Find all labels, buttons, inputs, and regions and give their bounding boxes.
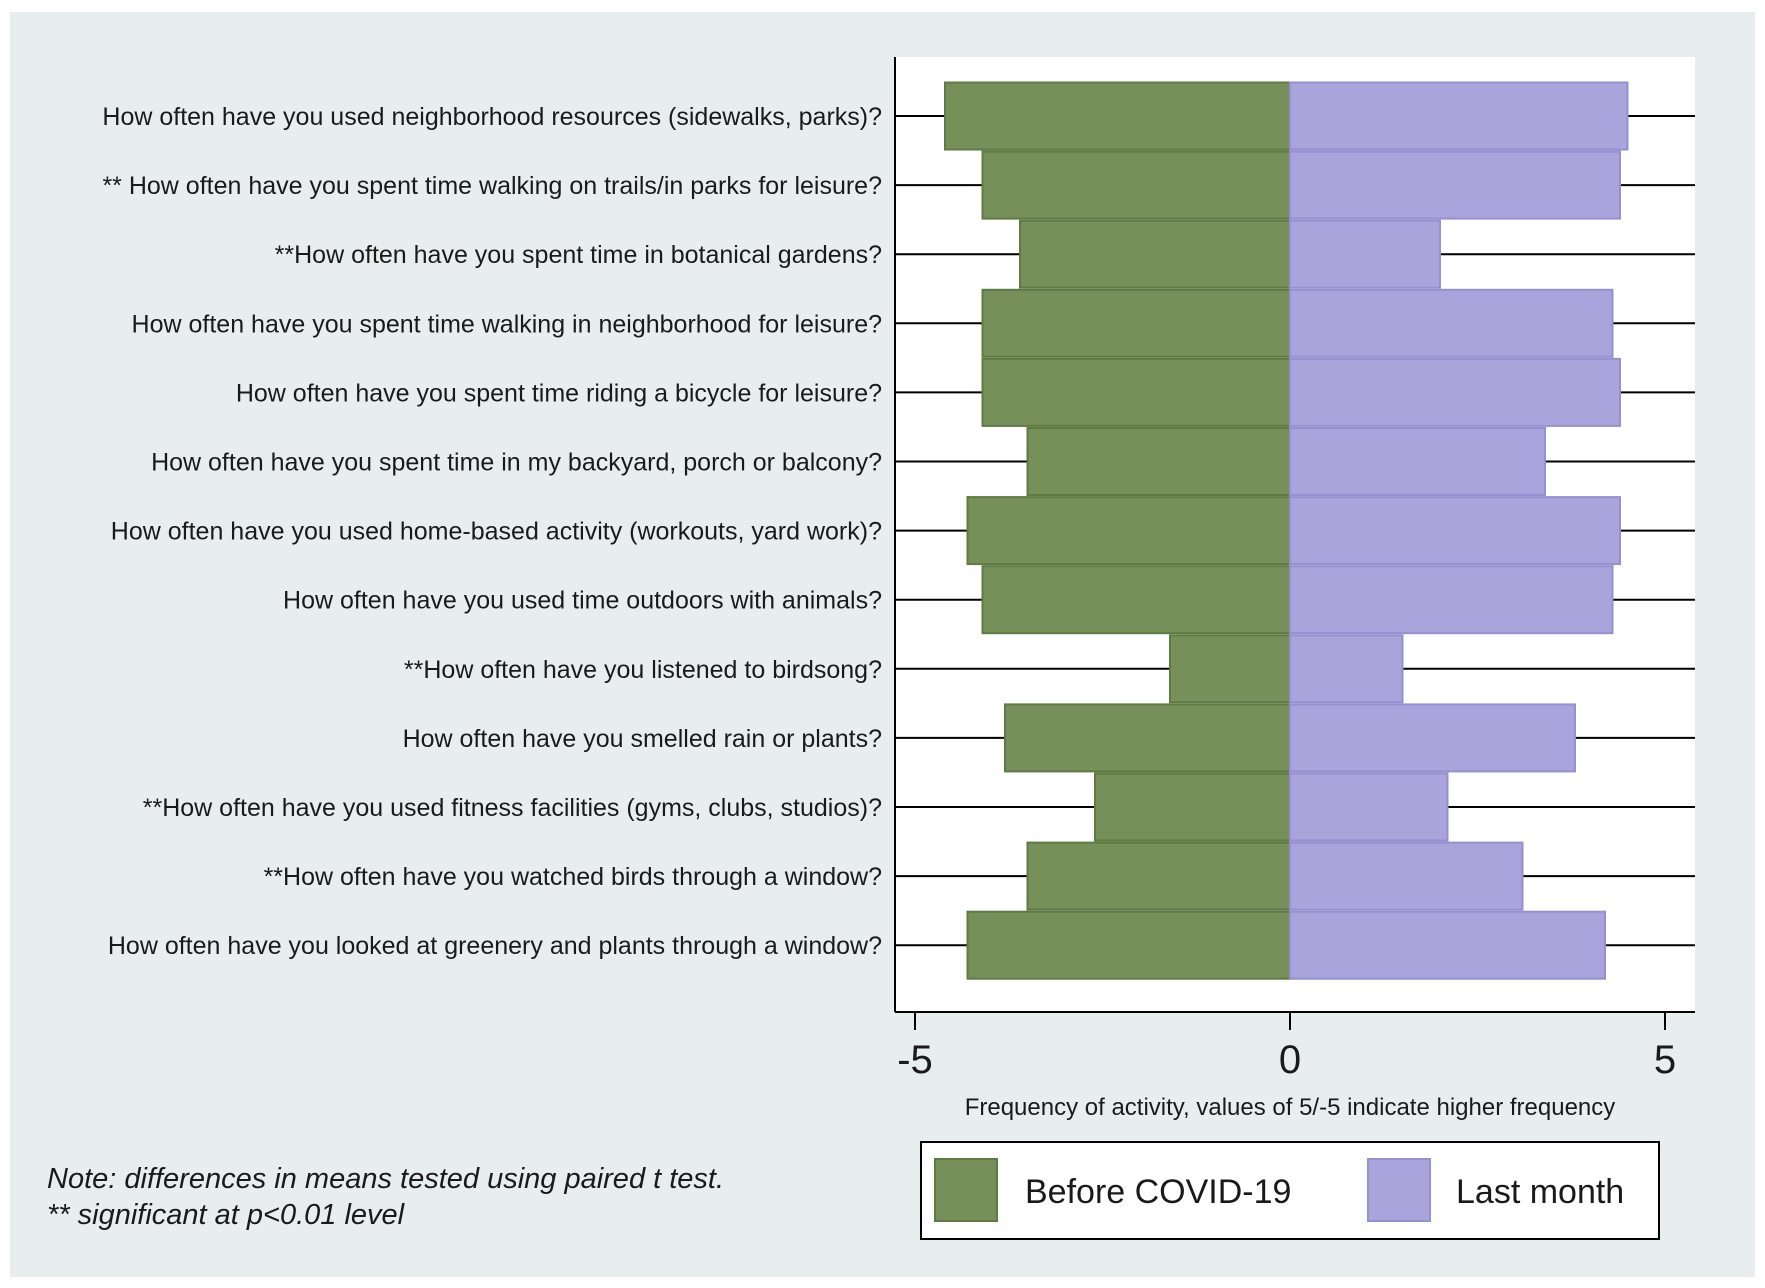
bar-before-covid bbox=[966, 496, 1291, 566]
x-ticks: -5 0 5 bbox=[897, 1012, 1676, 1082]
category-label: How often have you smelled rain or plant… bbox=[403, 725, 882, 753]
bar-before-covid bbox=[981, 150, 1291, 220]
bar-before-covid bbox=[981, 288, 1291, 358]
bar-last-month bbox=[1289, 357, 1621, 427]
category-labels: How often have you used neighborhood res… bbox=[102, 103, 882, 960]
x-tick-label: -5 bbox=[897, 1038, 933, 1082]
bar-last-month bbox=[1289, 772, 1449, 842]
x-tick-label: 0 bbox=[1279, 1038, 1301, 1082]
category-label: **How often have you listened to birdson… bbox=[404, 656, 882, 684]
bar-last-month bbox=[1289, 703, 1576, 773]
note-line-1: Note: differences in means tested using … bbox=[47, 1163, 724, 1195]
bar-before-covid bbox=[981, 565, 1291, 635]
bars bbox=[944, 81, 1629, 980]
bar-last-month bbox=[1289, 565, 1614, 635]
bar-last-month bbox=[1289, 496, 1621, 566]
bar-last-month bbox=[1289, 81, 1629, 151]
category-label: **How often have you watched birds throu… bbox=[264, 863, 882, 891]
legend-box bbox=[920, 1141, 1660, 1240]
bar-last-month bbox=[1289, 288, 1614, 358]
bar-last-month bbox=[1289, 150, 1621, 220]
bar-before-covid bbox=[1026, 427, 1291, 496]
category-label: How often have you spent time in my back… bbox=[151, 449, 882, 477]
category-label: **How often have you spent time in botan… bbox=[275, 241, 882, 269]
category-label: How often have you used time outdoors wi… bbox=[283, 587, 882, 615]
bar-before-covid bbox=[1026, 841, 1291, 911]
category-label: How often have you looked at greenery an… bbox=[108, 932, 882, 960]
legend-swatch-before-covid bbox=[934, 1158, 998, 1222]
category-label: How often have you used home-based activ… bbox=[111, 518, 882, 546]
bar-before-covid bbox=[1169, 634, 1291, 704]
bar-before-covid bbox=[1019, 219, 1291, 289]
bar-before-covid bbox=[1004, 703, 1291, 773]
chart-figure: How often have you used neighborhood res… bbox=[10, 12, 1755, 1277]
category-label: How often have you spent time riding a b… bbox=[236, 379, 882, 407]
bar-last-month bbox=[1289, 634, 1404, 704]
x-tick-label: 5 bbox=[1654, 1038, 1676, 1082]
bar-last-month bbox=[1289, 910, 1606, 980]
bar-before-covid bbox=[981, 357, 1291, 427]
legend: Before COVID-19 Last month bbox=[920, 1141, 1660, 1240]
bar-before-covid bbox=[966, 910, 1291, 980]
category-label: ** How often have you spent time walking… bbox=[102, 172, 882, 200]
bar-last-month bbox=[1289, 219, 1441, 289]
bar-before-covid bbox=[1094, 772, 1291, 842]
legend-label-before-covid: Before COVID-19 bbox=[1025, 1173, 1291, 1211]
x-axis-title: Frequency of activity, values of 5/-5 in… bbox=[965, 1094, 1616, 1121]
bar-last-month bbox=[1289, 841, 1524, 911]
legend-label-last-month: Last month bbox=[1456, 1173, 1624, 1211]
note-line-2: ** significant at p<0.01 level bbox=[47, 1199, 406, 1231]
category-label: **How often have you used fitness facili… bbox=[143, 794, 882, 822]
legend-swatch-last-month bbox=[1367, 1158, 1431, 1222]
bar-last-month bbox=[1289, 427, 1546, 496]
category-label: How often have you used neighborhood res… bbox=[102, 103, 882, 131]
bar-chart: How often have you used neighborhood res… bbox=[47, 57, 1695, 1240]
bar-before-covid bbox=[944, 81, 1291, 151]
category-label: How often have you spent time walking in… bbox=[132, 310, 882, 338]
